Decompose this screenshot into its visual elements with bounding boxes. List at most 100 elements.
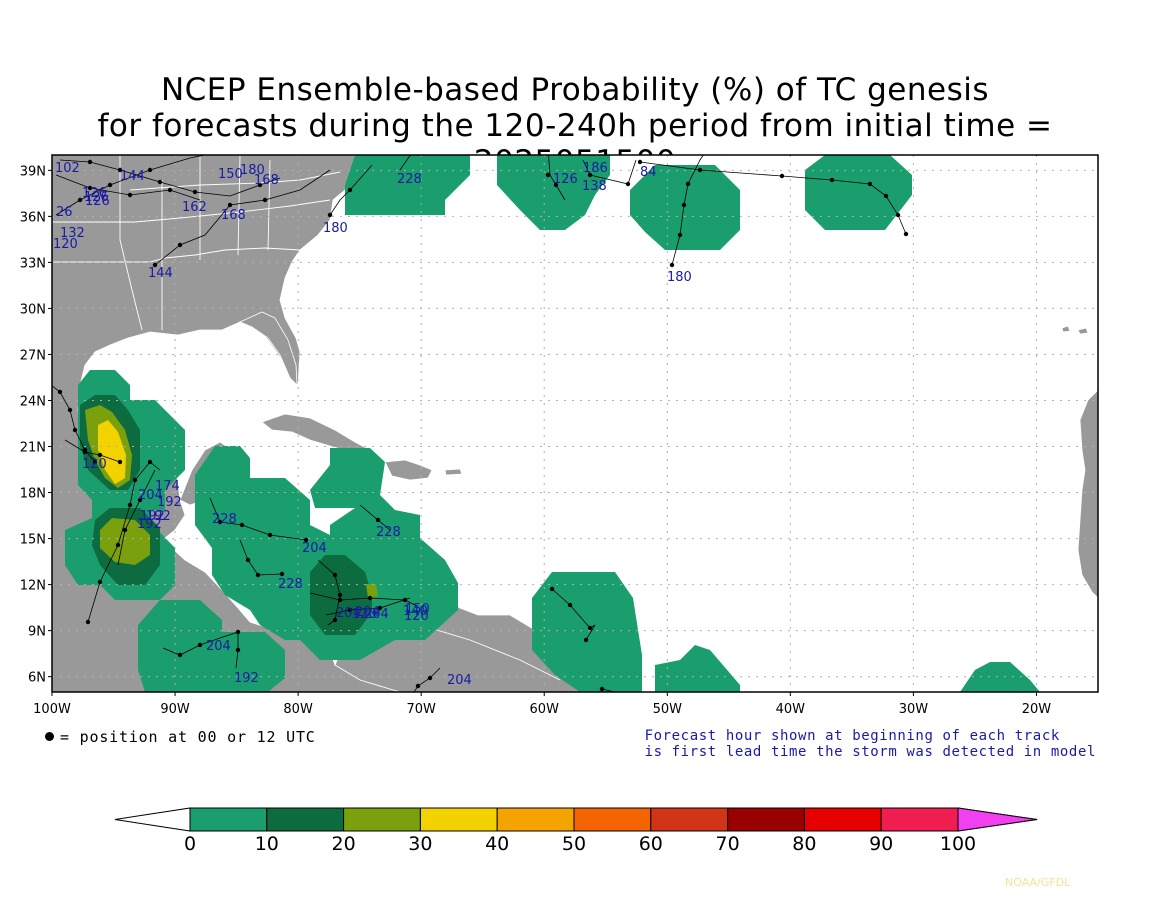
track-position-dot xyxy=(127,502,133,508)
track-hour-label: 204 xyxy=(336,606,361,621)
track-position-dot xyxy=(107,182,113,188)
lon-tick-label: 100W xyxy=(33,702,71,717)
colorbar-tick-label: 60 xyxy=(639,833,663,855)
track-position-dot xyxy=(637,159,643,165)
track-hour-label: 138 xyxy=(582,179,607,194)
track-position-dot xyxy=(82,449,88,455)
track-hour-label: 144 xyxy=(148,266,173,281)
track-position-dot xyxy=(779,173,785,179)
track-position-dot xyxy=(367,595,373,601)
track-hour-label: 204 xyxy=(364,607,389,622)
map-title-line2: for forecasts during the 120-240h period… xyxy=(97,108,1053,180)
track-hour-label: 150 xyxy=(405,602,430,617)
colorbar-swatch xyxy=(727,807,805,832)
track-position-dot xyxy=(115,542,121,548)
track-position-dot xyxy=(77,197,83,203)
forecast-note: Forecast hour shown at beginning of each… xyxy=(645,728,1096,760)
track-position-dot xyxy=(677,232,683,238)
colorbar-tick-label: 70 xyxy=(716,833,740,855)
lon-tick-label: 40W xyxy=(776,702,806,717)
track-position-dot xyxy=(681,202,687,208)
lat-tick-label: 27N xyxy=(20,348,46,363)
track-hour-label: 228 xyxy=(397,172,422,187)
track-position-dot xyxy=(177,242,183,248)
map-title-line1: NCEP Ensemble-based Probability (%) of T… xyxy=(160,72,990,108)
colorbar-tick-label: 80 xyxy=(792,833,816,855)
credit-label: NOAA/GFDL xyxy=(1005,876,1071,889)
lon-tick-label: 20W xyxy=(1022,702,1052,717)
track-position-dot xyxy=(122,527,128,533)
colorbar-tick-label: 20 xyxy=(332,833,356,855)
colorbar-tick-label: 90 xyxy=(869,833,893,855)
track-position-dot xyxy=(217,519,223,525)
track-position-dots xyxy=(57,140,909,712)
track-position-dot xyxy=(239,522,245,528)
map-grid xyxy=(52,155,1098,692)
land-florida xyxy=(238,311,298,387)
track-position-dot xyxy=(545,172,551,178)
lon-tick-label: 30W xyxy=(899,702,929,717)
track-position-dot xyxy=(400,708,404,712)
position-legend: = position at 00 or 12 UTC xyxy=(45,728,316,746)
track-position-dot xyxy=(710,140,714,144)
track-position-dot xyxy=(583,637,589,643)
track-position-dot xyxy=(87,159,93,165)
colorbar-tick-label: 0 xyxy=(184,833,196,855)
track-position-dot xyxy=(347,607,353,613)
track-hour-label: 120 xyxy=(53,237,78,252)
track-hour-label: 186 xyxy=(583,161,608,176)
track-hour-label: 26 xyxy=(56,205,73,220)
track-position-dot xyxy=(87,185,93,191)
track-hour-label: 144 xyxy=(120,169,145,184)
lat-tick-label: 18N xyxy=(20,487,46,502)
colorbar-tick-label: 50 xyxy=(562,833,586,855)
lon-tick-label: 70W xyxy=(406,702,436,717)
track-hour-label: 120 xyxy=(352,607,377,622)
track-hour-label: 192 xyxy=(234,671,259,686)
track-hour-label: 192 xyxy=(140,509,165,524)
lat-tick-label: 39N xyxy=(20,164,46,179)
colorbar-tick-label: 40 xyxy=(485,833,509,855)
track-position-dot xyxy=(132,477,138,483)
track-hour-label: 168 xyxy=(254,173,279,188)
track-hour-label: 204 xyxy=(138,488,163,503)
lat-tick-label: 12N xyxy=(20,579,46,594)
track-hour-label: 126 xyxy=(553,172,578,187)
track-position-dot xyxy=(377,605,383,611)
colorbar-swatch xyxy=(496,807,575,832)
track-position-dot xyxy=(127,192,133,198)
lat-tick-label: 9N xyxy=(28,625,46,640)
track-position-dot xyxy=(549,586,555,592)
latitude-axis: 39N 36N 33N 30N 27N 24N 21N 18N 15N 12N 9N 6N xyxy=(20,164,52,686)
track-hour-label: 140 xyxy=(403,604,428,619)
forecast-note-line2: is first lead time the storm was detecte… xyxy=(644,744,1096,760)
track-hour-label: 228 xyxy=(212,512,237,527)
lat-tick-label: 36N xyxy=(20,210,46,225)
colorbar-swatch xyxy=(573,807,652,832)
track-hour-label: 180 xyxy=(667,270,692,285)
track-position-dot xyxy=(67,407,73,413)
track-position-dot xyxy=(192,189,198,195)
track-position-dot xyxy=(177,652,183,658)
track-position-dot xyxy=(415,683,421,689)
track-position-dot xyxy=(337,592,343,598)
track-position-dot xyxy=(97,579,103,585)
lat-tick-label: 6N xyxy=(28,671,46,686)
lon-tick-label: 80W xyxy=(283,702,313,717)
colorbar-tick-label: 100 xyxy=(940,833,976,855)
track-position-dot xyxy=(347,187,353,193)
track-position-dot xyxy=(895,212,901,218)
track-position-dot xyxy=(332,572,338,578)
land-madeira xyxy=(1077,327,1089,335)
track-position-dot xyxy=(235,647,241,653)
colorbar-swatch xyxy=(803,807,882,832)
track-position-dot xyxy=(625,181,631,187)
track-position-dot xyxy=(414,145,418,149)
track-hour-label: 204 xyxy=(206,639,231,654)
track-hour-label: 84 xyxy=(640,165,657,180)
track-hour-label: 162 xyxy=(182,200,207,215)
track-position-dot xyxy=(137,497,143,503)
track-position-dot xyxy=(587,172,593,178)
